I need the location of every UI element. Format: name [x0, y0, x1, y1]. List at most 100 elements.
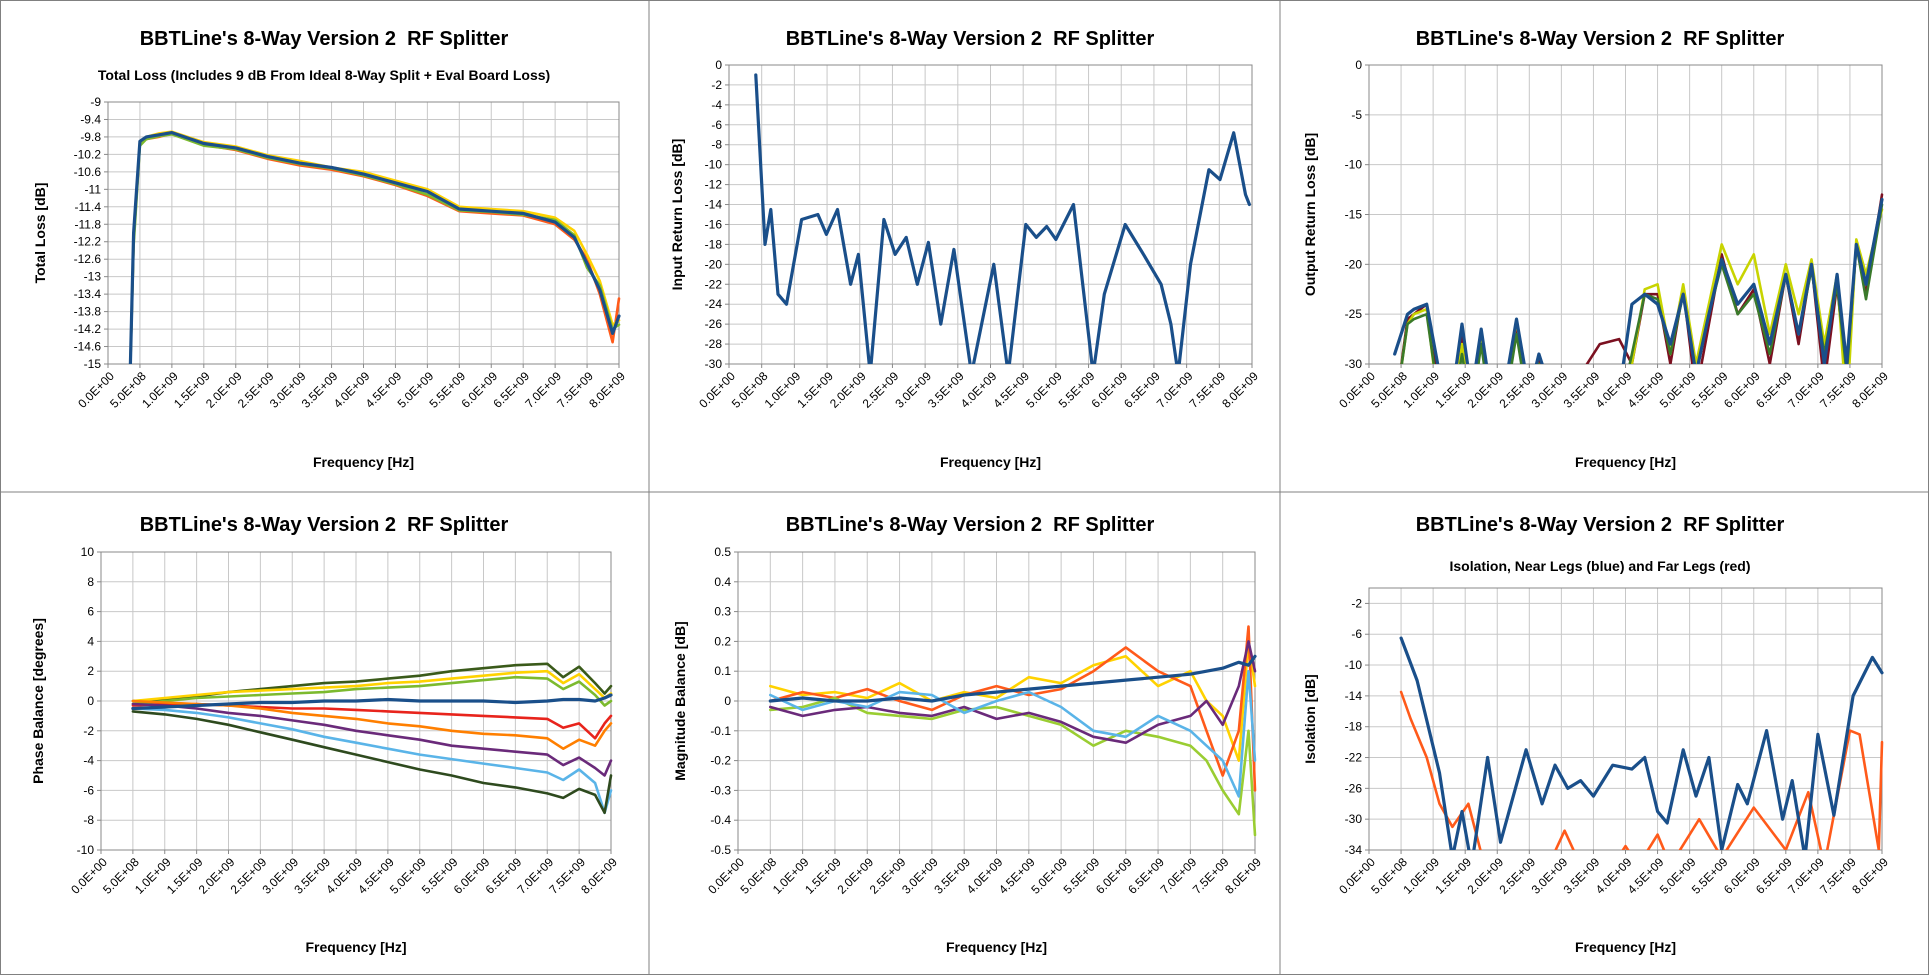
y-tick-label: -22	[705, 277, 723, 291]
data-line	[769, 640, 1257, 762]
plot-border	[1368, 587, 1883, 851]
y-tick-label: 2	[87, 664, 94, 678]
y-tick-label: -10	[77, 843, 95, 857]
y-tick-label: -5	[1351, 108, 1362, 122]
y-tick-label: 0	[715, 58, 722, 72]
y-tick-label: 0.3	[714, 605, 731, 619]
data-line	[754, 73, 1251, 364]
y-tick-label: -14.2	[74, 322, 102, 336]
chart-subtitle: Total Loss (Includes 9 dB From Ideal 8-W…	[98, 67, 550, 83]
plot-area	[1399, 636, 1884, 850]
x-axis-title: Frequency [Hz]	[946, 939, 1047, 955]
y-tick-label: -0.1	[710, 724, 731, 738]
plot-area	[1393, 193, 1884, 364]
y-axis-title: Isolation [dB]	[1302, 674, 1318, 763]
y-tick-label: -0.3	[710, 783, 731, 797]
y-tick-label: -0.4	[710, 813, 731, 827]
y-tick-label: 0.5	[714, 545, 731, 559]
y-tick-label: -4	[83, 754, 94, 768]
y-tick-label: -0.5	[710, 843, 731, 857]
y-tick-label: -28	[705, 337, 723, 351]
y-tick-label: -22	[1345, 751, 1363, 765]
y-tick-label: -14	[705, 198, 723, 212]
chart-subtitle: Isolation, Near Legs (blue) and Far Legs…	[1449, 558, 1750, 574]
data-line	[769, 669, 1257, 798]
y-tick-label: -11.4	[75, 200, 102, 214]
y-tick-label: 4	[87, 634, 94, 648]
y-axis-title: Input Return Loss [dB]	[669, 139, 685, 291]
y-tick-label: -9.8	[80, 130, 101, 144]
data-line	[131, 693, 613, 711]
y-tick-label: -18	[1345, 720, 1363, 734]
y-tick-label: -34	[1345, 843, 1363, 857]
y-axis-title: Total Loss [dB]	[32, 183, 48, 284]
data-line	[131, 710, 613, 815]
y-tick-label: -18	[705, 237, 723, 251]
x-axis-title: Frequency [Hz]	[1575, 454, 1676, 470]
x-axis-title: Frequency [Hz]	[1575, 939, 1676, 955]
y-tick-label: -30	[705, 357, 723, 371]
data-line	[131, 669, 613, 703]
y-tick-label: 10	[81, 545, 95, 559]
data-line	[1399, 690, 1884, 850]
y-tick-label: -20	[705, 257, 723, 271]
x-axis-title: Frequency [Hz]	[940, 454, 1041, 470]
y-tick-label: -10	[1345, 158, 1363, 172]
y-tick-label: -26	[1345, 781, 1363, 795]
y-axis-title: Phase Balance [degrees]	[30, 618, 46, 784]
y-tick-label: 0	[87, 694, 94, 708]
y-tick-label: -26	[705, 317, 723, 331]
x-axis-title: Frequency [Hz]	[305, 939, 406, 955]
data-line	[769, 696, 1257, 837]
data-line	[769, 625, 1257, 792]
y-tick-label: -10	[705, 158, 723, 172]
y-tick-label: 0.1	[714, 664, 731, 678]
y-tick-label: -12.2	[74, 235, 102, 249]
y-tick-label: -6	[711, 118, 722, 132]
chart-title: BBTLine's 8-Way Version 2 RF Splitter	[786, 28, 1155, 50]
y-tick-label: -13.4	[74, 287, 102, 301]
chart-title: BBTLine's 8-Way Version 2 RF Splitter	[1416, 514, 1785, 536]
y-tick-label: -14	[1345, 689, 1363, 703]
y-axis-title: Output Return Loss [dB]	[1302, 133, 1318, 296]
plot-border	[737, 551, 1256, 851]
y-tick-label: -16	[705, 217, 723, 231]
y-tick-label: -13.8	[74, 305, 102, 319]
x-axis-title: Frequency [Hz]	[313, 454, 414, 470]
y-tick-label: -11	[85, 182, 102, 196]
y-tick-label: -6	[83, 783, 94, 797]
data-line	[128, 131, 621, 364]
data-line	[1393, 197, 1884, 364]
y-tick-label: -15	[84, 357, 102, 371]
y-tick-label: 6	[87, 605, 94, 619]
y-tick-label: -8	[711, 138, 722, 152]
plot-area	[768, 625, 1257, 837]
y-tick-label: -25	[1345, 307, 1363, 321]
y-tick-label: -10.2	[74, 147, 102, 161]
y-tick-label: -24	[705, 297, 723, 311]
plot-border	[107, 101, 620, 365]
y-tick-label: -2	[83, 724, 94, 738]
y-tick-label: -2	[711, 78, 722, 92]
y-tick-label: -30	[1345, 812, 1363, 826]
y-tick-label: 0.4	[714, 575, 731, 589]
y-tick-label: -15	[1345, 208, 1363, 222]
y-tick-label: 0	[1355, 58, 1362, 72]
y-tick-label: -0.2	[710, 754, 731, 768]
y-tick-label: -13	[84, 270, 102, 284]
y-tick-label: -10.6	[74, 165, 102, 179]
y-tick-label: -11.8	[75, 217, 102, 231]
y-tick-label: -20	[1345, 257, 1363, 271]
data-line	[1399, 636, 1884, 850]
chart-title: BBTLine's 8-Way Version 2 RF Splitter	[1416, 28, 1785, 50]
y-tick-label: -30	[1345, 357, 1363, 371]
y-axis-title: Magnitude Balance [dB]	[672, 621, 688, 780]
y-tick-label: -9	[90, 95, 101, 109]
y-tick-label: -6	[1351, 627, 1362, 641]
y-tick-label: -10	[1345, 658, 1363, 672]
chart-title: BBTLine's 8-Way Version 2 RF Splitter	[140, 514, 509, 536]
data-line	[131, 702, 613, 777]
y-tick-label: -12.6	[74, 252, 102, 266]
plot-area	[754, 73, 1251, 364]
